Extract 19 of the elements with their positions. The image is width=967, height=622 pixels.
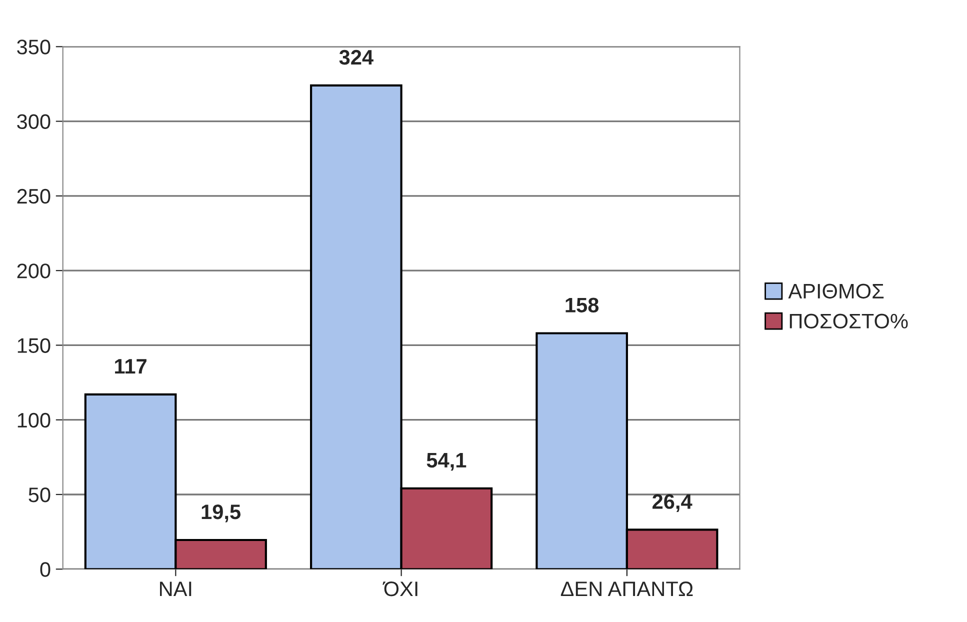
x-tick-label: ΝΑΙ	[160, 582, 192, 596]
x-tick-label: ΔΕΝ ΑΠΑΝΤΩ	[560, 581, 693, 596]
legend-label: ΑΡΙΘΜΟΣ	[788, 284, 884, 299]
y-tick-label: 0	[40, 562, 50, 577]
legend-label: ΠΟΣΟΣΤΟ%	[790, 314, 908, 329]
x-tick-label: ΌΧΙ	[382, 581, 418, 596]
y-tick-label: 350	[17, 40, 50, 54]
data-label: 26,4	[652, 494, 692, 512]
data-label: 54,1	[426, 453, 466, 471]
y-tick-label: 250	[17, 188, 50, 204]
data-label: 158	[566, 298, 599, 312]
data-label: 19,5	[202, 504, 240, 522]
data-label: 324	[339, 50, 374, 65]
y-tick-label: 200	[17, 264, 50, 278]
y-tick-label: 50	[28, 487, 50, 502]
y-tick-label: 300	[17, 114, 50, 130]
data-label: 117	[115, 359, 146, 374]
y-tick-label: 100	[18, 412, 50, 428]
y-tick-label: 150	[18, 338, 50, 353]
